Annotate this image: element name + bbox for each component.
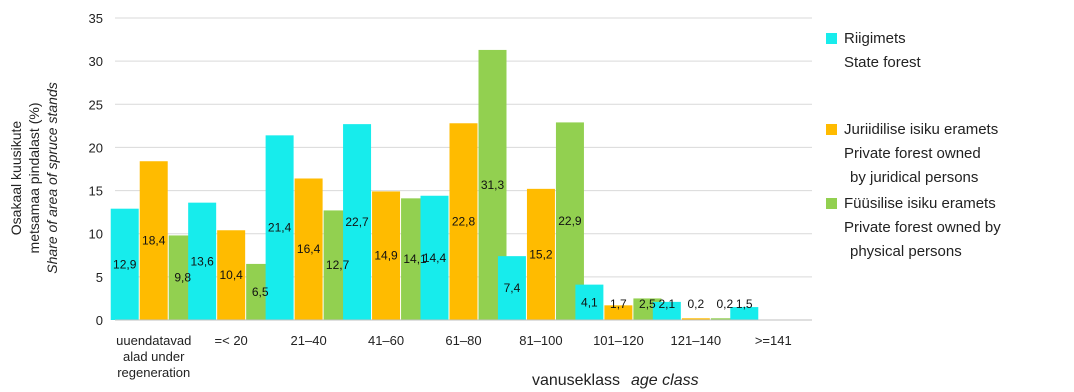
data-label: 22,9 bbox=[558, 214, 582, 228]
data-label: 4,1 bbox=[581, 295, 598, 309]
y-tick-label: 30 bbox=[89, 54, 103, 69]
x-tick-label: uuendatavad bbox=[116, 333, 191, 348]
x-tick-label: 101–120 bbox=[593, 333, 644, 348]
data-label: 0,2 bbox=[687, 297, 704, 311]
bar bbox=[265, 135, 294, 320]
legend-item-juridical: Juriidilise isiku eramets Private forest… bbox=[826, 118, 1074, 190]
x-axis-title-et: vanuseklass bbox=[532, 372, 620, 389]
y-tick-label: 5 bbox=[96, 270, 103, 285]
bars bbox=[110, 49, 759, 320]
data-label: 15,2 bbox=[529, 247, 553, 261]
data-label: 0,2 bbox=[716, 297, 733, 311]
data-label: 1,5 bbox=[736, 297, 753, 311]
data-label: 16,4 bbox=[297, 242, 321, 256]
y-tick-label: 0 bbox=[96, 313, 103, 328]
legend-swatch-physical bbox=[826, 198, 837, 209]
y-axis-title: Osakaal kuusikute metsamaa pindalast (%)… bbox=[8, 82, 60, 273]
x-tick-label: =< 20 bbox=[215, 333, 248, 348]
legend-label-line2: Private forest owned by bbox=[844, 219, 1001, 236]
x-tick-label: >=141 bbox=[755, 333, 792, 348]
bar bbox=[372, 191, 401, 320]
bar bbox=[710, 318, 739, 320]
data-label: 10,4 bbox=[219, 268, 243, 282]
legend-item-physical: Füüsilise isiku eramets Private forest o… bbox=[826, 192, 1074, 264]
bar bbox=[526, 188, 555, 320]
x-tick-label: 41–60 bbox=[368, 333, 404, 348]
bar bbox=[681, 318, 710, 320]
y-tick-label: 35 bbox=[89, 11, 103, 26]
data-label: 18,4 bbox=[142, 234, 166, 248]
data-label: 1,7 bbox=[610, 297, 627, 311]
legend-label-line1: Füüsilise isiku eramets bbox=[844, 195, 996, 212]
bar bbox=[652, 301, 681, 320]
x-tick-label: 81–100 bbox=[519, 333, 562, 348]
legend-item-state-forest: Riigimets State forest bbox=[826, 27, 1074, 75]
bar bbox=[139, 161, 168, 320]
data-label: 14,1 bbox=[403, 252, 427, 266]
legend: Riigimets State forest Juriidilise isiku… bbox=[826, 27, 1074, 264]
bar bbox=[188, 202, 217, 320]
bar bbox=[604, 305, 633, 320]
x-axis-title-en: age class bbox=[631, 372, 699, 389]
data-label: 6,5 bbox=[252, 285, 269, 299]
bar bbox=[294, 178, 323, 320]
legend-label-line3: physical persons bbox=[850, 243, 962, 260]
legend-swatch-juridical bbox=[826, 124, 837, 135]
data-label: 2,5 bbox=[639, 297, 656, 311]
data-label: 12,7 bbox=[326, 258, 350, 272]
data-label: 13,6 bbox=[190, 254, 214, 268]
y-axis-title-line2: metsamaa pindalast (%) bbox=[26, 103, 42, 254]
bar bbox=[575, 284, 604, 320]
legend-label-line3: by juridical persons bbox=[850, 169, 979, 186]
legend-swatch-state-forest bbox=[826, 33, 837, 44]
data-label: 31,3 bbox=[481, 178, 505, 192]
bar bbox=[497, 256, 526, 320]
data-label: 14,9 bbox=[374, 249, 398, 263]
data-label: 14,4 bbox=[423, 251, 447, 265]
y-axis-title-line1: Osakaal kuusikute bbox=[8, 121, 24, 236]
y-tick-label: 15 bbox=[89, 184, 103, 199]
legend-label-line2: State forest bbox=[844, 54, 921, 71]
x-tick-label: 61–80 bbox=[445, 333, 481, 348]
bar bbox=[110, 208, 139, 320]
y-axis-title-line3: Share of area of spruce stands bbox=[44, 82, 60, 273]
y-tick-label: 20 bbox=[89, 140, 103, 155]
x-tick-label: 121–140 bbox=[671, 333, 722, 348]
data-label: 9,8 bbox=[174, 271, 191, 285]
data-label: 2,1 bbox=[658, 297, 675, 311]
x-tick-label: regeneration bbox=[117, 365, 190, 380]
data-label: 22,8 bbox=[452, 215, 476, 229]
y-tick-label: 25 bbox=[89, 97, 103, 112]
legend-label-line2: Private forest owned bbox=[844, 145, 981, 162]
bar bbox=[343, 124, 372, 320]
data-labels: 12,9 18,4 9,8 13,6 10,4 6,5 21,4 16,4 12,7 22,7 14… bbox=[113, 178, 753, 311]
legend-label-line1: Juriidilise isiku eramets bbox=[844, 121, 999, 138]
y-tick-label: 10 bbox=[89, 227, 103, 242]
data-label: 12,9 bbox=[113, 257, 137, 271]
bar bbox=[730, 307, 759, 320]
bar bbox=[420, 195, 449, 320]
data-label: 22,7 bbox=[345, 215, 369, 229]
x-tick-label: 21–40 bbox=[291, 333, 327, 348]
bar bbox=[217, 230, 246, 320]
y-tick-labels: 0 5 10 15 20 25 30 35 bbox=[89, 11, 103, 328]
data-label: 21,4 bbox=[268, 221, 292, 235]
bar bbox=[449, 123, 478, 320]
x-tick-label: alad under bbox=[123, 349, 185, 364]
data-label: 7,4 bbox=[504, 281, 521, 295]
legend-label-line1: Riigimets bbox=[844, 30, 906, 47]
